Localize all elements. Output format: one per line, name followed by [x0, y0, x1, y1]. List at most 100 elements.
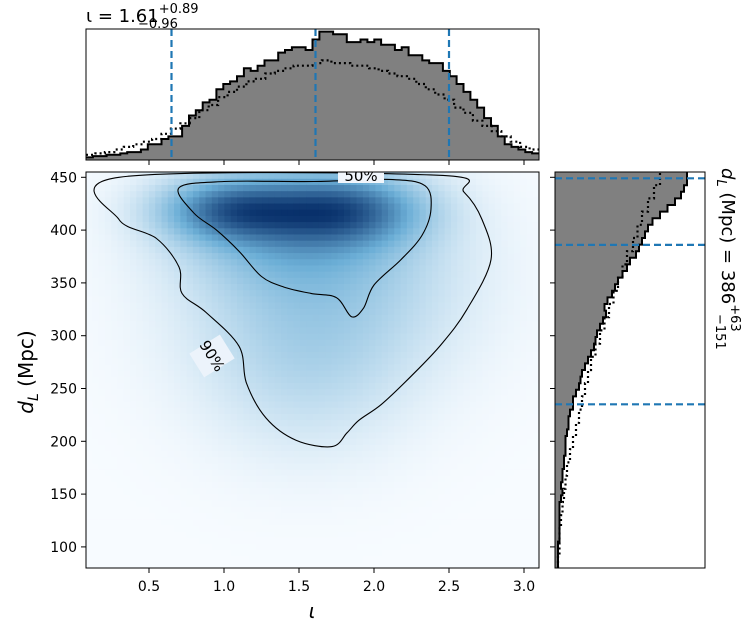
density-cell	[104, 271, 112, 278]
density-cell	[318, 227, 326, 235]
density-cell	[469, 425, 477, 433]
density-cell	[469, 499, 477, 507]
density-cell	[362, 277, 370, 284]
density-cell	[432, 481, 439, 489]
density-cell	[255, 506, 263, 513]
density-cell	[325, 475, 332, 482]
density-cell	[199, 233, 207, 241]
density-cell	[255, 475, 263, 482]
density-cell	[243, 227, 251, 235]
density-cell	[501, 493, 509, 501]
density-cell	[211, 400, 219, 408]
density-cell	[337, 202, 345, 210]
density-cell	[337, 537, 345, 544]
density-cell	[104, 178, 112, 185]
density-cell	[167, 271, 175, 278]
density-cell	[488, 289, 496, 297]
density-cell	[281, 221, 288, 229]
density-cell	[331, 252, 339, 260]
density-cell	[117, 314, 125, 322]
density-cell	[192, 431, 200, 439]
density-cell	[155, 184, 163, 192]
density-cell	[369, 271, 377, 278]
density-cell	[155, 388, 163, 396]
density-cell	[98, 481, 106, 489]
density-cell	[394, 512, 402, 520]
density-cell	[413, 363, 421, 371]
density-cell	[136, 382, 144, 390]
density-cell	[488, 537, 496, 544]
density-cell	[325, 264, 332, 272]
density-cell	[413, 314, 421, 322]
density-cell	[312, 444, 320, 452]
density-cell	[274, 419, 282, 427]
density-cell	[388, 314, 395, 322]
density-cell	[237, 252, 244, 260]
density-cell	[482, 475, 490, 482]
density-cell	[148, 444, 156, 452]
density-cell	[142, 314, 150, 322]
density-cell	[249, 339, 257, 346]
density-cell	[488, 345, 496, 353]
density-cell	[343, 339, 351, 346]
density-cell	[532, 301, 539, 309]
density-cell	[262, 407, 270, 414]
density-cell	[388, 400, 395, 408]
density-cell	[274, 314, 282, 322]
density-cell	[299, 506, 307, 513]
density-cell	[186, 332, 194, 340]
density-cell	[218, 438, 226, 445]
density-cell	[199, 246, 207, 254]
density-cell	[142, 555, 150, 563]
density-cell	[469, 382, 477, 390]
density-cell	[205, 277, 213, 284]
density-cell	[457, 233, 465, 241]
density-cell	[520, 277, 528, 284]
density-cell	[130, 382, 137, 390]
density-cell	[476, 425, 483, 433]
density-cell	[331, 394, 339, 402]
density-cell	[463, 524, 471, 532]
density-cell	[117, 537, 125, 544]
density-cell	[469, 407, 477, 414]
density-cell	[488, 363, 496, 371]
density-cell	[532, 487, 539, 495]
density-cell	[274, 271, 282, 278]
density-cell	[274, 339, 282, 346]
density-cell	[507, 178, 515, 185]
density-cell	[381, 351, 389, 359]
density-cell	[482, 561, 490, 568]
density-cell	[224, 277, 232, 284]
density-cell	[86, 227, 93, 235]
density-cell	[293, 209, 301, 216]
density-cell	[205, 332, 213, 340]
density-cell	[463, 382, 471, 390]
density-cell	[469, 172, 477, 179]
density-cell	[457, 326, 465, 334]
density-cell	[501, 252, 509, 260]
density-cell	[375, 283, 383, 291]
density-cell	[249, 363, 257, 371]
density-cell	[325, 221, 332, 229]
density-cell	[312, 240, 320, 247]
density-cell	[218, 388, 226, 396]
density-cell	[148, 506, 156, 513]
density-cell	[148, 301, 156, 309]
density-cell	[262, 295, 270, 303]
density-cell	[243, 283, 251, 291]
density-cell	[136, 258, 144, 266]
density-cell	[192, 277, 200, 284]
density-cell	[457, 407, 465, 414]
density-cell	[86, 512, 93, 520]
density-cell	[136, 561, 144, 568]
density-cell	[249, 487, 257, 495]
density-cell	[438, 215, 446, 223]
density-cell	[211, 289, 219, 297]
density-cell	[375, 190, 383, 198]
density-cell	[180, 190, 188, 198]
density-cell	[167, 172, 175, 179]
density-cell	[501, 444, 509, 452]
density-cell	[237, 215, 244, 223]
density-cell	[211, 283, 219, 291]
density-cell	[161, 320, 169, 328]
